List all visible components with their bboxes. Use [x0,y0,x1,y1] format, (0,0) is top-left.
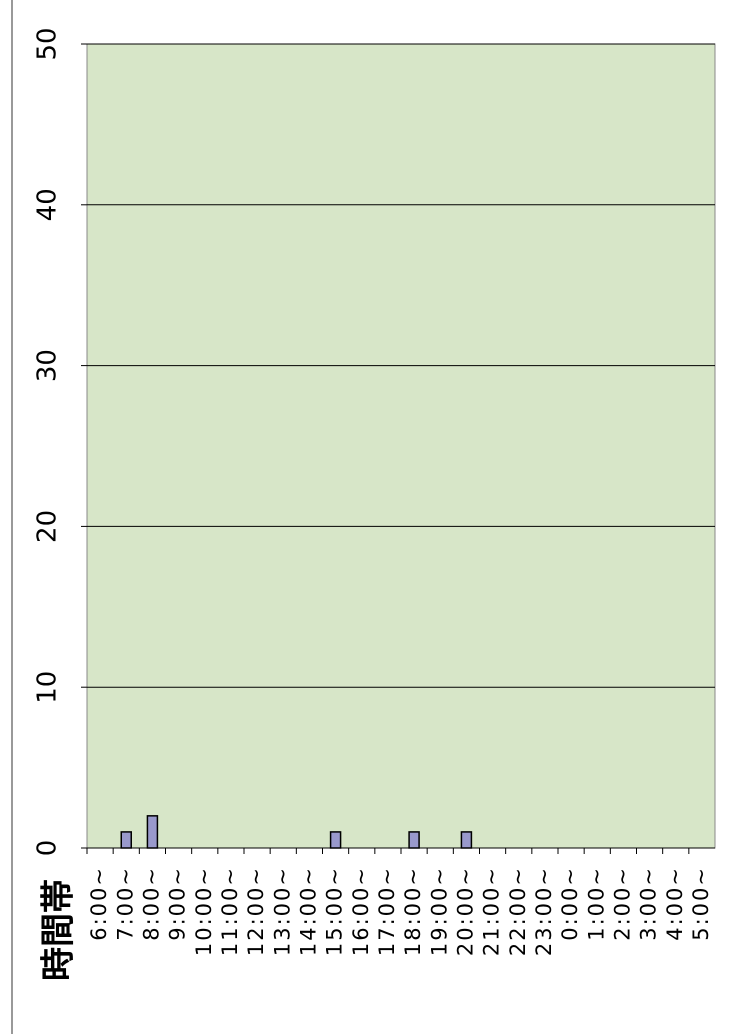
x-tick-label: 8:00~ [139,866,163,941]
y-tick-label: 40 [33,188,63,221]
bar [329,831,342,849]
x-tick-label: 16:00~ [349,866,373,956]
x-tick-label: 21:00~ [480,866,504,956]
x-tick-label: 3:00~ [637,866,661,941]
bar [146,815,159,849]
x-tick-label: 2:00~ [610,866,634,941]
x-tick-label: 6:00~ [87,866,111,941]
y-tick-label: 10 [33,671,63,704]
y-tick-label: 50 [33,27,63,60]
x-tick-label: 15:00~ [323,866,347,956]
x-tick-label: 19:00~ [427,866,451,956]
x-axis-title: 時間帯 [39,879,79,981]
x-tick-label: 20:00~ [453,866,477,956]
y-tick-label: 30 [33,349,63,382]
x-tick-label: 11:00~ [218,866,242,956]
bar [120,831,132,849]
x-tick-label: 22:00~ [506,866,530,956]
x-tick-label: 9:00~ [166,866,190,941]
y-tick-label: 20 [33,510,63,543]
plot-area [86,43,716,849]
x-tick-label: 4:00~ [663,866,687,941]
x-tick-label: 7:00~ [113,866,137,941]
x-tick-label: 18:00~ [401,866,425,956]
x-tick-label: 14:00~ [296,866,320,956]
x-tick-label: 23:00~ [532,866,556,956]
y-tick-label: 0 [33,840,63,857]
bar [460,831,473,849]
x-tick-label: 13:00~ [270,866,294,956]
x-tick-label: 17:00~ [375,866,399,956]
bar [408,831,420,849]
x-tick-label: 0:00~ [558,866,582,941]
x-tick-label: 10:00~ [192,866,216,956]
x-tick-label: 5:00~ [689,866,713,941]
x-tick-label: 12:00~ [244,866,268,956]
x-tick-label: 1:00~ [584,866,608,941]
